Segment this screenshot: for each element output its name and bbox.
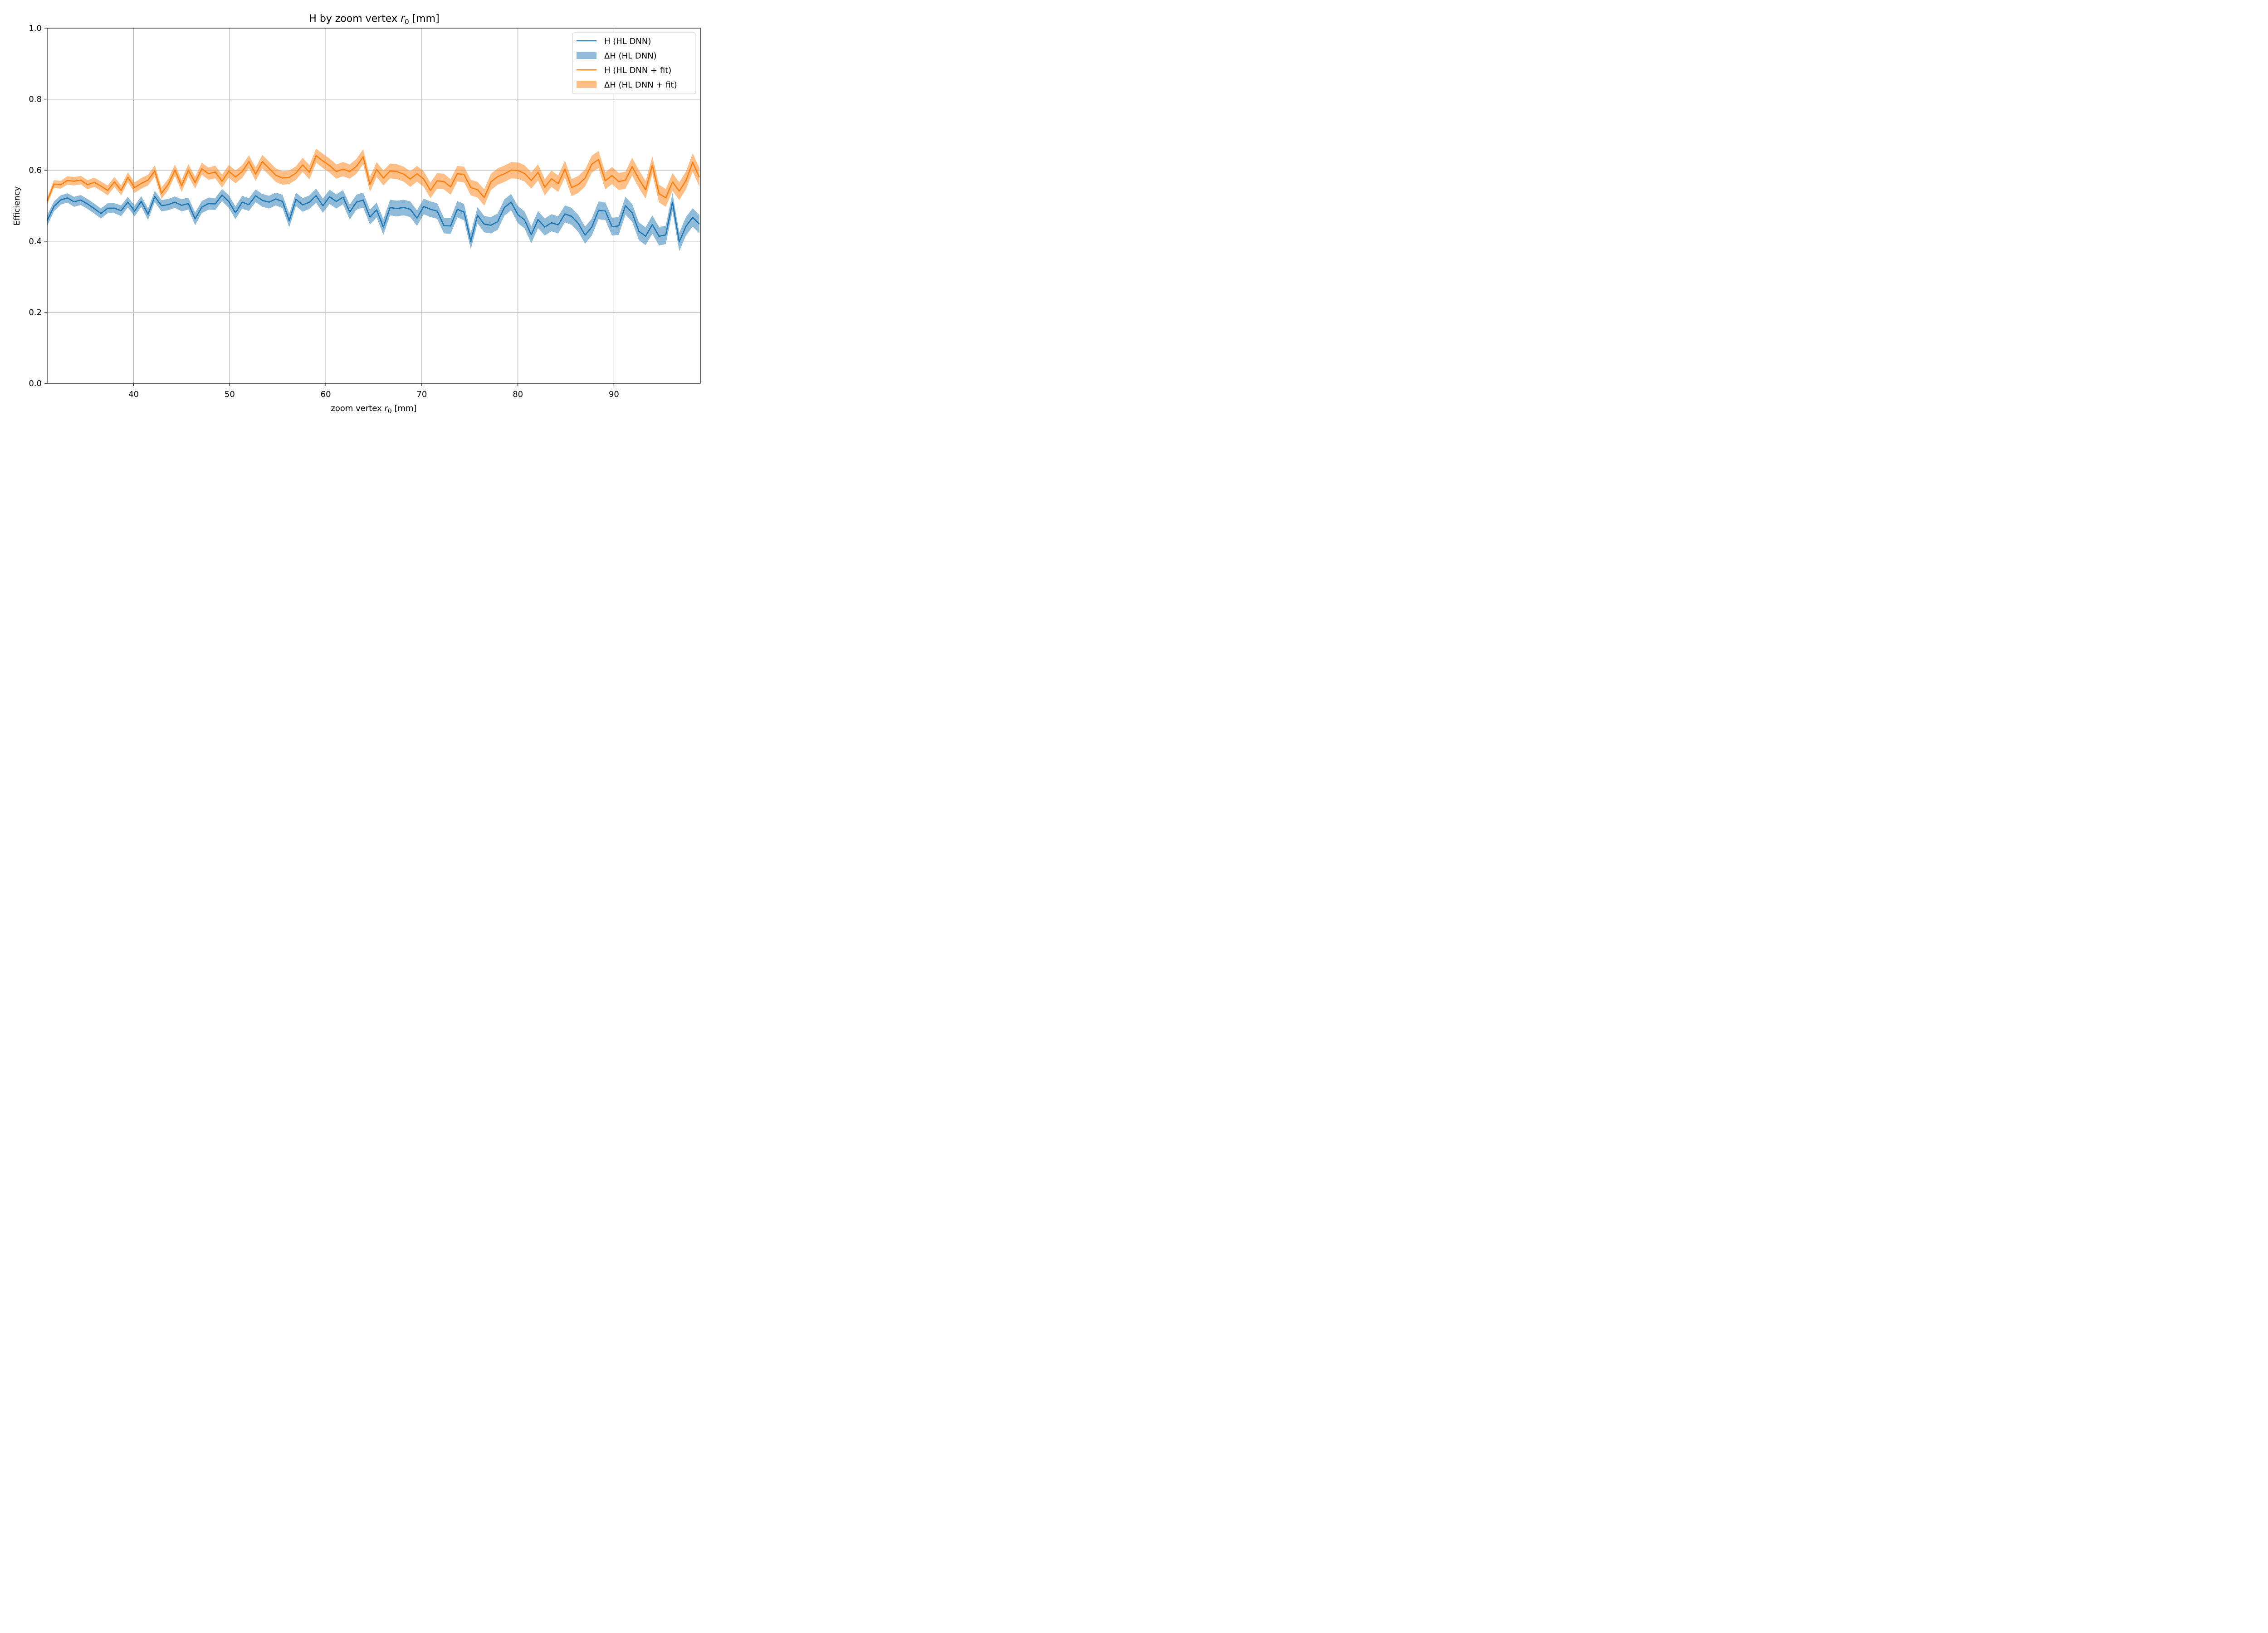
legend-label: ΔH (HL DNN) [604,51,657,61]
legend-label: H (HL DNN + fit) [604,66,671,75]
y-axis-label: Efficiency [12,186,22,225]
x-tick-label: 70 [416,390,427,399]
y-tick-label: 0.2 [29,308,42,317]
legend-label: H (HL DNN) [604,37,651,46]
legend-band-swatch [577,81,596,88]
chart-title: H by zoom vertex r0 [mm] [309,13,439,26]
y-tick-label: 0.8 [29,95,42,104]
series-lines [46,155,700,243]
x-axis-label: zoom vertex r0 [mm] [331,404,416,415]
x-axis-ticks: 40 50 60 70 80 90 [128,383,619,399]
x-tick-label: 50 [225,390,235,399]
x-tick-label: 40 [128,390,139,399]
figure: H by zoom vertex r0 [mm] 40 50 60 70 80 90 0.… [0,0,709,425]
y-tick-label: 0.4 [29,237,42,246]
y-axis-ticks: 0.0 0.2 0.4 0.6 0.8 1.0 [29,24,47,388]
efficiency-chart: H by zoom vertex r0 [mm] 40 50 60 70 80 90 0.… [12,13,701,415]
uncertainty-bands [47,148,699,251]
band-series-0 [47,188,699,251]
legend: H (HL DNN) ΔH (HL DNN) H (HL DNN + fit) ΔH … [572,32,696,94]
legend-label: ΔH (HL DNN + fit) [604,80,677,90]
y-tick-label: 0.6 [29,166,42,175]
legend-band-swatch [577,52,596,59]
line-series-0 [46,194,700,243]
x-tick-label: 80 [513,390,523,399]
x-tick-label: 60 [321,390,331,399]
plot-frame [47,28,701,384]
x-tick-label: 90 [609,390,619,399]
y-tick-label: 1.0 [29,24,42,33]
line-series-1 [46,155,700,201]
legend-box [572,32,696,94]
y-tick-label: 0.0 [29,379,42,388]
